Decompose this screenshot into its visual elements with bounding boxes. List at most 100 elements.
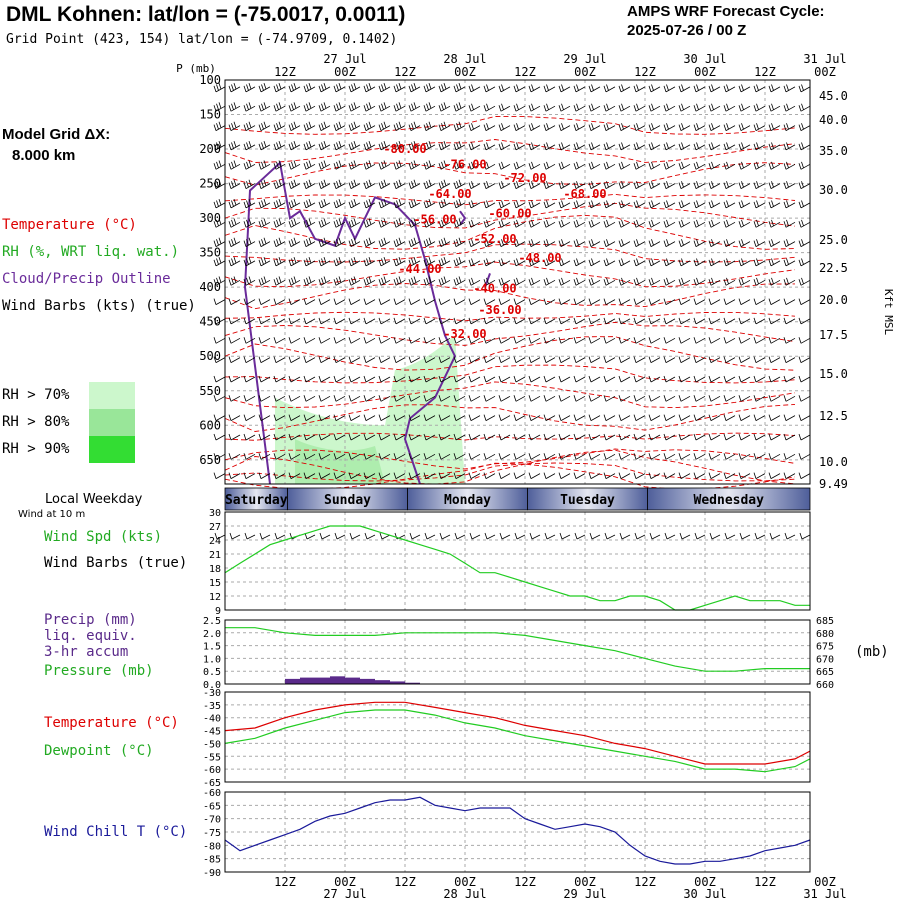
wind-barb	[543, 317, 556, 325]
wind-barb	[243, 276, 256, 286]
wind-barb	[243, 140, 256, 151]
wind-barb	[678, 337, 691, 344]
wind-barb	[633, 103, 646, 112]
chill-tick-label: -80	[203, 841, 221, 852]
wind-barb	[588, 277, 601, 286]
wind-barb	[273, 256, 286, 267]
weekday-label: Monday	[444, 493, 491, 508]
date-label-top: 28 Jul	[443, 52, 486, 66]
wind-barb	[258, 472, 271, 479]
wind-barb	[618, 103, 631, 112]
wind-barb	[498, 219, 511, 228]
wind-barb	[708, 337, 721, 344]
wind-tick-label: 21	[209, 550, 221, 561]
wind-barb	[648, 200, 661, 209]
chill-frame	[224, 791, 811, 873]
wind-barb	[528, 239, 541, 247]
wind-barb	[603, 317, 616, 325]
wind-barb	[408, 395, 421, 402]
wind-barb	[393, 198, 406, 209]
wind-barb	[213, 237, 226, 247]
wind-barb	[558, 356, 571, 363]
wind-barb	[663, 258, 676, 267]
wind-barb	[618, 395, 631, 402]
wind-barb	[678, 161, 691, 170]
wind-barb	[543, 414, 556, 421]
temperature-contour-label: -44.00	[398, 262, 441, 276]
wind-barb	[408, 256, 421, 267]
temperature-contour-label: -72.00	[503, 171, 546, 185]
wind-barb	[438, 160, 451, 170]
forecast-cycle-value: 2025-07-26 / 00 Z	[627, 22, 747, 39]
wind-barb	[678, 453, 691, 460]
wind-barb	[438, 395, 451, 402]
wind-barb	[708, 123, 721, 131]
hour-label-top: 12Z	[514, 65, 536, 79]
wind-barb	[498, 337, 511, 344]
wind-barb	[738, 433, 751, 441]
wind-barb	[633, 277, 646, 286]
surface-wind-barb	[379, 532, 391, 540]
temp-tick-label: -40	[203, 714, 221, 725]
wind-barb	[213, 160, 226, 170]
wind-barb	[303, 414, 316, 421]
wind-barb	[768, 84, 781, 93]
height-tick-label: 9.49	[819, 477, 848, 491]
wind-barb	[318, 218, 331, 228]
temperature-contour-label: -60.00	[488, 206, 531, 220]
wind-barb	[288, 472, 301, 479]
temperature-contour-label: -40.00	[473, 282, 516, 296]
wind-barb	[468, 375, 481, 383]
wind-barb	[288, 82, 301, 93]
wind-barb	[663, 161, 676, 170]
surface-wind-barb	[739, 532, 751, 540]
wind-barb	[663, 375, 676, 383]
wind-barb	[363, 472, 376, 479]
wind-barb	[363, 198, 376, 209]
height-tick-label: 30.0	[819, 183, 848, 197]
wind-barb	[228, 453, 241, 460]
pressure-tick-label: 550	[199, 384, 221, 398]
wind-barb	[213, 317, 226, 325]
local-weekday-label: Local Weekday	[45, 492, 143, 507]
wind-barb	[783, 433, 796, 441]
wind-barb	[228, 414, 241, 421]
wind-barb	[603, 433, 616, 441]
wind-barb	[363, 102, 376, 112]
date-label-bottom: 27 Jul	[323, 887, 366, 900]
wind-barb	[648, 142, 661, 151]
date-label-bottom: 31 Jul	[803, 887, 846, 900]
wind-barb	[663, 103, 676, 112]
wind-barb	[768, 219, 781, 228]
wind-barb	[423, 395, 436, 402]
surface-wind-barb	[694, 532, 706, 540]
wind-barb	[558, 103, 571, 112]
wind-barb	[483, 103, 496, 112]
wind-barb	[648, 356, 661, 363]
wind-barb	[723, 433, 736, 441]
wind-barb	[363, 218, 376, 228]
wind-barb	[288, 276, 301, 286]
weekday-cell	[647, 487, 811, 511]
wind-barb	[708, 375, 721, 383]
wind-barb	[678, 142, 691, 151]
wind-barb	[318, 375, 331, 383]
wind-barb	[573, 258, 586, 267]
wind-barb	[513, 84, 526, 93]
wind-barb	[753, 395, 766, 402]
wind-barb	[618, 142, 631, 151]
wind-barb	[333, 472, 346, 479]
hour-label-top: 00Z	[574, 65, 596, 79]
wind-barb	[363, 140, 376, 151]
wind-barb	[303, 453, 316, 460]
wind-barb	[408, 121, 421, 131]
wind-barb	[693, 277, 706, 286]
wind-barb	[243, 472, 256, 479]
wind-barb	[603, 239, 616, 247]
wind-barb	[543, 258, 556, 267]
wind-barb	[783, 161, 796, 170]
wind-barb	[318, 121, 331, 131]
wind-barb	[318, 356, 331, 363]
wind-barb	[708, 103, 721, 112]
pressure-tick-label: 400	[199, 280, 221, 294]
